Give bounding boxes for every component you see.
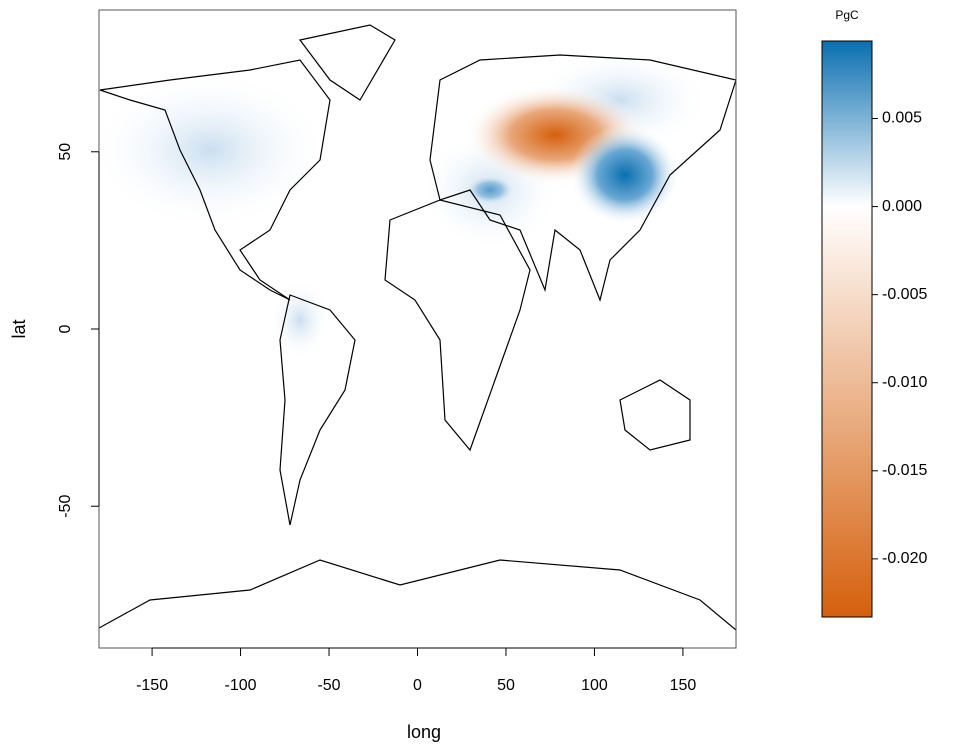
land <box>298 24 396 101</box>
y-axis-title: lat <box>9 319 29 338</box>
heat-blob <box>99 70 330 230</box>
colorbar-title: PgC <box>835 8 859 22</box>
y-tick-label: 50 <box>57 143 74 161</box>
y-tick-label: 0 <box>57 324 74 333</box>
x-axis-title: long <box>407 722 441 742</box>
colorbar-tick-label: -0.015 <box>882 462 927 479</box>
x-tick-label: 50 <box>497 677 515 694</box>
heat-blob <box>270 280 330 360</box>
heat-blob <box>570 125 680 225</box>
x-tick-label: 100 <box>581 677 608 694</box>
colorbar-tick-label: -0.020 <box>882 550 927 567</box>
y-tick-label: -50 <box>57 495 74 518</box>
land <box>429 54 736 302</box>
x-tick-label: 150 <box>670 677 697 694</box>
x-tick-label: -50 <box>317 677 340 694</box>
x-tick-label: 0 <box>413 677 422 694</box>
x-tick-label: -100 <box>225 677 257 694</box>
map <box>99 24 736 631</box>
land <box>619 379 691 451</box>
x-tick-label: -150 <box>136 677 168 694</box>
land <box>99 59 331 301</box>
colorbar <box>821 40 873 618</box>
land <box>384 199 531 452</box>
colorbar-tick-label: 0.000 <box>882 198 922 215</box>
land <box>279 294 356 526</box>
colorbar-tick-label: -0.010 <box>882 374 927 391</box>
colorbar-tick-label: -0.005 <box>882 286 927 303</box>
colorbar-tick-label: 0.005 <box>882 110 922 127</box>
land <box>99 559 736 631</box>
heat-blob <box>465 175 515 205</box>
